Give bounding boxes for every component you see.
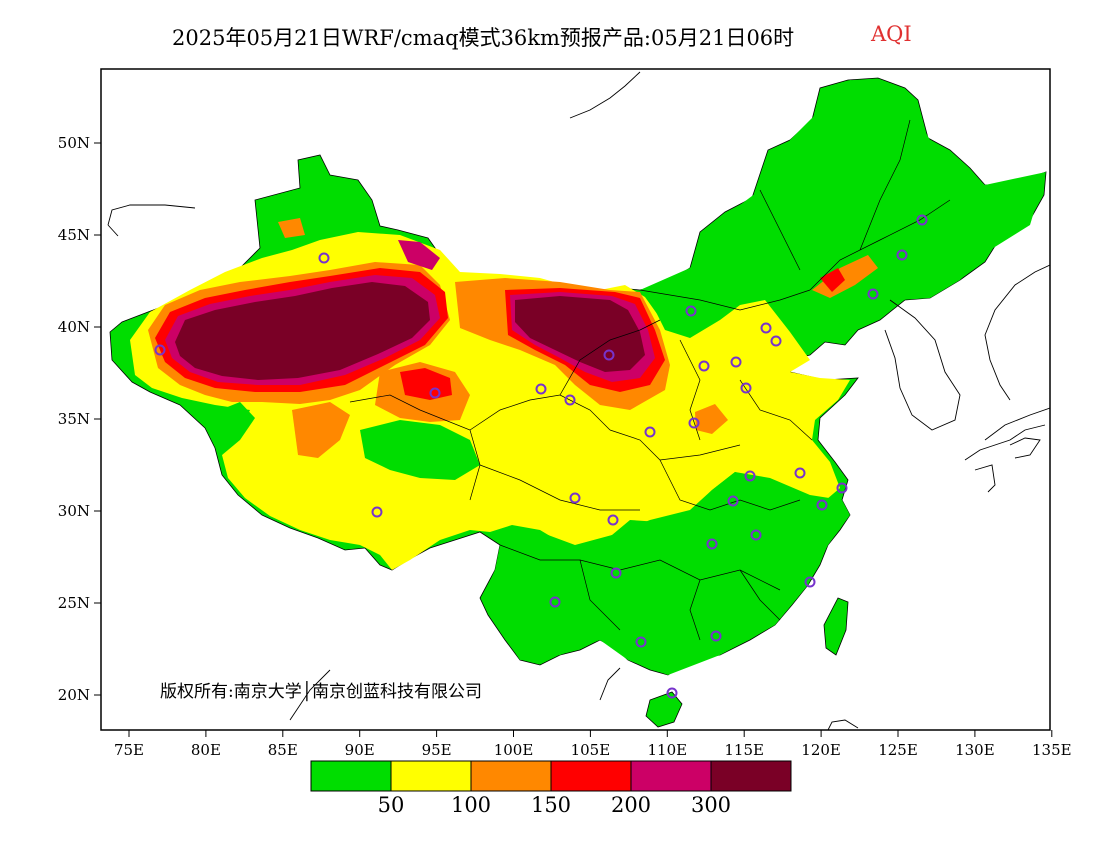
aqi-zone-good-qinghai [360,420,480,480]
aqi-zone-good-south [482,472,850,675]
aqi-zone-unhealthy-northeast [820,268,845,292]
lon-tick-label: 90E [345,741,375,759]
aqi-zone-hazardous-taklimakan [175,282,430,380]
lon-tick-label: 125E [878,741,918,759]
lon-tick-label: 85E [268,741,298,759]
aqi-zone-good-northeast [640,80,1046,330]
lon-tick-label: 95E [422,741,452,759]
lon-tick-label: 80E [191,741,221,759]
longitude-axis: 75E 80E 85E 90E 95E 100E 105E 110E 115E 120E 125E 1… [114,730,1072,759]
map-variable: AQI [871,22,912,46]
legend-swatch [550,760,632,792]
legend-swatch [310,760,392,792]
lon-tick-label: 130E [955,741,995,759]
lat-tick-label: 35N [58,410,90,428]
aqi-zone-usg-tibet [292,402,350,458]
taiwan-island [823,597,849,656]
legend-label: 300 [691,793,731,817]
lon-tick-label: 75E [114,741,144,759]
lat-tick-label: 25N [58,594,90,612]
lat-tick-label: 20N [58,686,90,704]
lat-tick-label: 30N [58,502,90,520]
lon-tick-label: 120E [801,741,841,759]
legend-label: 200 [611,793,651,817]
lat-tick-label: 50N [58,134,90,152]
map-area: 版权所有:南京大学│南京创蓝科技有限公司 [107,71,1050,730]
lon-tick-label: 135E [1032,741,1072,759]
map-title: 2025年05月21日WRF/cmaq模式36km预报产品:05月21日06时 [172,26,795,50]
lon-tick-label: 100E [494,741,534,759]
legend-swatch [630,760,712,792]
aqi-legend: 50 100 150 200 300 [310,760,792,817]
hainan-island [645,691,683,728]
map-frame [100,68,1051,731]
copyright-text: 版权所有:南京大学│南京创蓝科技有限公司 [160,681,482,702]
aqi-zone-usg-henan [695,404,728,434]
latitude-axis: 50N 45N 40N 35N 30N 25N 20N [58,134,101,704]
aqi-zone-very-unhealthy-north [398,240,440,270]
aqi-zone-usg-tianshan [278,218,305,238]
lon-tick-label: 110E [648,741,688,759]
legend-swatch [390,760,472,792]
lon-tick-label: 115E [724,741,764,759]
legend-label: 50 [378,793,405,817]
lat-tick-label: 40N [58,318,90,336]
lat-tick-label: 45N [58,226,90,244]
legend-swatch [470,760,552,792]
lon-tick-label: 105E [571,741,611,759]
aqi-zone-good-tibet [210,402,255,455]
legend-swatch [710,760,792,792]
legend-label: 150 [531,793,571,817]
neighbor-coastlines [107,71,1050,730]
legend-label: 100 [451,793,491,817]
province-boundaries [349,119,951,641]
station-markers [154,214,928,699]
